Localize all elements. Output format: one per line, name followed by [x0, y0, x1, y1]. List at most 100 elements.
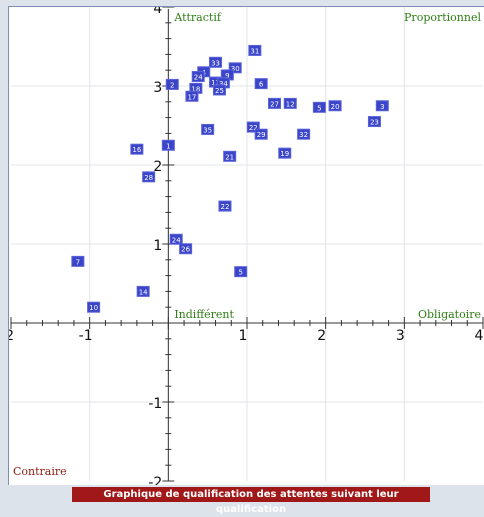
data-point-marker [87, 301, 101, 313]
data-point: 33 [209, 56, 223, 68]
data-point-marker [218, 200, 232, 212]
data-point: 24 [191, 71, 205, 83]
data-point-marker [254, 78, 268, 90]
data-point-marker [278, 147, 292, 159]
data-point: 17 [185, 90, 199, 102]
data-point: 28 [142, 171, 156, 183]
data-point: 16 [130, 143, 144, 155]
data-point-label: 9 [225, 72, 229, 80]
data-point: 14 [136, 285, 150, 297]
data-point-label: 28 [144, 174, 153, 182]
chart-caption: Graphique de qualification des attentes … [72, 487, 430, 515]
data-point: 5 [312, 101, 326, 113]
data-point-marker [71, 255, 85, 267]
data-point-label: 18 [191, 85, 200, 93]
data-point: 12 [283, 97, 297, 109]
quadrant-label: Contraire [13, 465, 67, 478]
data-point: 22 [218, 200, 232, 212]
data-point-marker [367, 116, 381, 128]
data-point-label: 20 [331, 103, 340, 111]
data-point: 2 [165, 78, 179, 90]
quadrant-label: Proportionnel [404, 11, 481, 24]
data-point-marker [130, 143, 144, 155]
y-tick-label: 4 [153, 7, 162, 17]
qualification-scatter-plot: -2-11234-2-11234AttractifProportionnelIn… [9, 7, 484, 485]
data-point: 20 [328, 100, 342, 112]
data-point-marker [201, 123, 215, 135]
data-point-label: 13 [211, 79, 220, 87]
data-point-label: 14 [139, 288, 148, 296]
data-point-marker [165, 78, 179, 90]
data-point: 24 [169, 233, 183, 245]
data-point-marker [297, 128, 311, 140]
data-point: 31 [248, 44, 262, 56]
y-tick-label: 2 [153, 159, 162, 175]
data-point: 30 [228, 62, 242, 74]
data-point: 1 [161, 139, 175, 151]
data-point-marker [179, 243, 193, 255]
data-point-marker [228, 62, 242, 74]
data-point-marker [169, 233, 183, 245]
data-point-label: 33 [211, 59, 220, 67]
data-point-marker [246, 121, 260, 133]
data-point: 29 [254, 128, 268, 140]
data-point-label: 19 [280, 150, 289, 158]
data-point-marker [136, 285, 150, 297]
data-point: 6 [254, 78, 268, 90]
quadrant-label: Obligatoire [418, 308, 481, 321]
x-tick-label: 3 [396, 328, 405, 344]
chart-frame: -2-11234-2-11234AttractifProportionnelIn… [8, 6, 484, 485]
data-point-marker [254, 128, 268, 140]
data-point: 10 [87, 301, 101, 313]
y-tick-label: -2 [148, 475, 162, 485]
data-point-label: 22 [221, 203, 230, 211]
data-point: 22 [246, 121, 260, 133]
data-point-label: 16 [132, 146, 141, 154]
data-point-label: 27 [270, 100, 279, 108]
data-point-label: 35 [203, 126, 212, 134]
data-point-label: 5 [317, 104, 321, 112]
data-point-label: 31 [250, 47, 259, 55]
data-point: 25 [212, 84, 226, 96]
data-point-marker [312, 101, 326, 113]
data-point-marker [185, 90, 199, 102]
data-point-label: 17 [187, 93, 196, 101]
data-point-marker [375, 100, 389, 112]
data-point: 27 [268, 97, 282, 109]
data-point-marker [223, 150, 237, 162]
data-point-label: 32 [299, 131, 308, 139]
data-point-label: 24 [172, 236, 181, 244]
data-point-label: 26 [181, 246, 190, 254]
x-tick-label: 2 [317, 328, 326, 344]
x-tick-label: -2 [9, 328, 14, 344]
data-point-label: 5 [238, 269, 242, 277]
data-point-marker [142, 171, 156, 183]
data-point: 23 [367, 116, 381, 128]
data-point-marker [283, 97, 297, 109]
data-point-label: 30 [231, 65, 240, 73]
data-point-label: 34 [219, 80, 228, 88]
data-point-marker [209, 56, 223, 68]
data-point-label: 10 [89, 304, 98, 312]
data-point-label: 12 [286, 100, 295, 108]
data-point: 35 [201, 123, 215, 135]
y-tick-label: 1 [153, 238, 162, 254]
data-point-label: 23 [370, 119, 379, 127]
data-point-label: 1 [166, 142, 170, 150]
data-point-marker [161, 139, 175, 151]
data-point-marker [234, 266, 248, 278]
data-point-label: 25 [215, 87, 224, 95]
data-point-label: 29 [257, 131, 266, 139]
data-point-marker [212, 84, 226, 96]
x-tick-label: 1 [239, 328, 248, 344]
data-point-label: 3 [380, 103, 384, 111]
data-point: 7 [71, 255, 85, 267]
data-point-label: 24 [194, 74, 203, 82]
y-tick-label: -1 [148, 396, 162, 412]
data-point-marker [191, 71, 205, 83]
data-point: 3 [375, 100, 389, 112]
data-point-label: 2 [170, 81, 174, 89]
x-tick-label: 4 [475, 328, 484, 344]
data-point-label: 22 [249, 124, 258, 132]
quadrant-label: Indifférent [174, 308, 234, 321]
